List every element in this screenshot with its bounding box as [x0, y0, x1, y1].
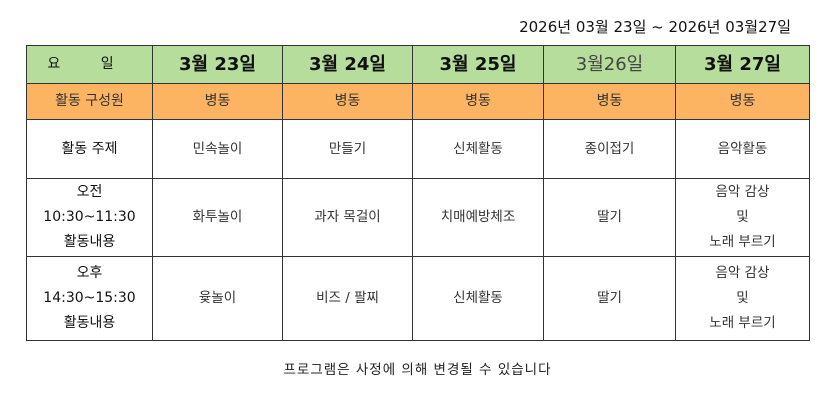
topic-row: 활동 주제 민속놀이 만들기 신체활동 종이접기 음악활동 [26, 119, 810, 179]
label-line: 활동내용 [63, 315, 116, 331]
cell-line: 노래 부르기 [709, 315, 776, 331]
cell-line: 및 [736, 290, 749, 306]
cell-line: 음악 감상 [715, 265, 770, 281]
morning-row: 오전 10:30~11:30 활동내용 화투놀이 과자 목걸이 치매예방체조 딸기 … [26, 178, 810, 257]
label-line: 활동내용 [63, 234, 116, 250]
morning-cell: 치매예방체조 [412, 178, 544, 257]
members-cell: 병동 [543, 83, 676, 120]
topic-label: 활동 주제 [26, 119, 153, 179]
members-label: 활동 구성원 [26, 83, 153, 120]
morning-cell: 딸기 [543, 178, 676, 257]
topic-cell: 민속놀이 [152, 119, 283, 179]
morning-label: 오전 10:30~11:30 활동내용 [26, 178, 153, 257]
members-cell: 병동 [152, 83, 283, 120]
afternoon-cell: 신체활동 [412, 256, 544, 341]
day-header: 3월 23일 [152, 45, 283, 84]
topic-cell: 신체활동 [412, 119, 544, 179]
afternoon-row: 오후 14:30~15:30 활동내용 윷놀이 비즈 / 팔찌 신체활동 딸기 음악… [26, 256, 810, 341]
topic-cell: 음악활동 [675, 119, 810, 179]
topic-cell: 종이접기 [543, 119, 676, 179]
cell-line: 음악 감상 [715, 184, 770, 200]
header-row: 요 일 3월 23일 3월 24일 3월 25일 3월26일 3월 27일 [26, 45, 810, 84]
afternoon-cell: 윷놀이 [152, 256, 283, 341]
afternoon-cell: 딸기 [543, 256, 676, 341]
morning-cell: 과자 목걸이 [282, 178, 413, 257]
afternoon-cell: 비즈 / 팔찌 [282, 256, 413, 341]
day-header: 3월26일 [543, 45, 676, 84]
day-label: 요 일 [26, 45, 153, 84]
cell-line: 노래 부르기 [709, 234, 776, 250]
label-line: 오후 [76, 265, 103, 281]
afternoon-label: 오후 14:30~15:30 활동내용 [26, 256, 153, 341]
members-cell: 병동 [412, 83, 544, 120]
members-cell: 병동 [675, 83, 810, 120]
day-header: 3월 25일 [412, 45, 544, 84]
label-line: 10:30~11:30 [43, 209, 136, 225]
morning-cell: 화투놀이 [152, 178, 283, 257]
date-range: 2026년 03월 23일 ~ 2026년 03월27일 [519, 18, 791, 36]
day-header: 3월 27일 [675, 45, 810, 84]
label-line: 14:30~15:30 [43, 290, 136, 306]
members-cell: 병동 [282, 83, 413, 120]
day-header: 3월 24일 [282, 45, 413, 84]
schedule-table: 요 일 3월 23일 3월 24일 3월 25일 3월26일 3월 27일 활동… [26, 45, 810, 341]
footer-note: 프로그램은 사정에 의해 변경될 수 있습니다 [283, 362, 552, 378]
members-row: 활동 구성원 병동 병동 병동 병동 병동 [26, 83, 810, 120]
label-line: 오전 [76, 184, 103, 200]
topic-cell: 만들기 [282, 119, 413, 179]
cell-line: 및 [736, 209, 749, 225]
